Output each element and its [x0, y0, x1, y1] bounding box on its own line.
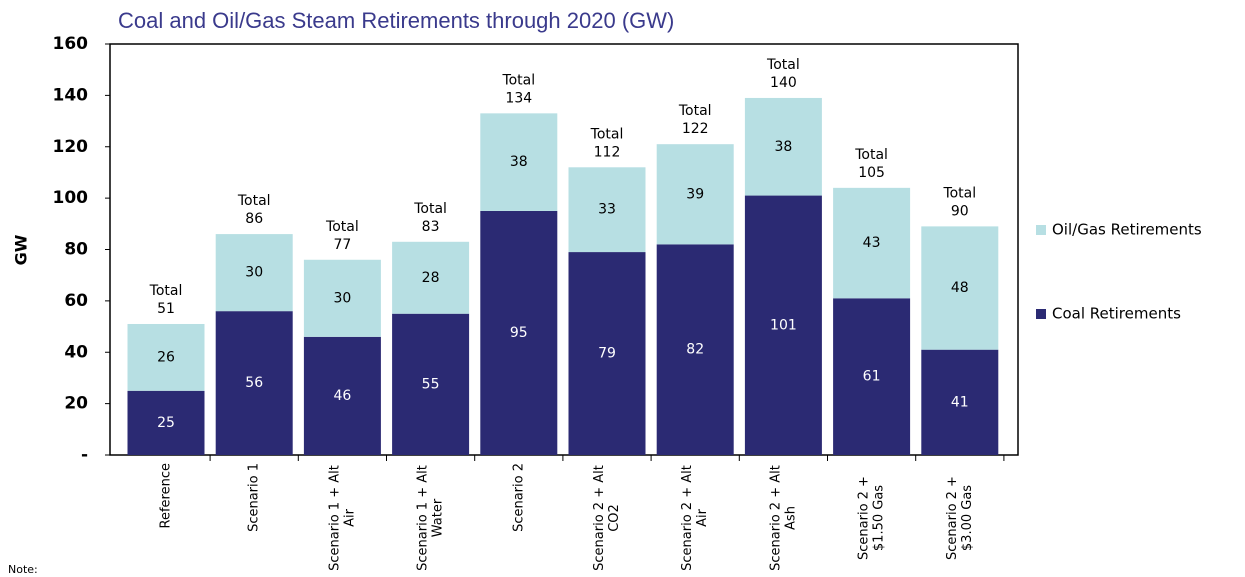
x-tick-label: Scenario 2 + Alt — [680, 465, 695, 571]
data-label: 46 — [333, 388, 351, 404]
total-label: Total — [413, 201, 447, 217]
data-label: 56 — [245, 375, 263, 391]
x-tick-label: Scenario 1 + Alt — [416, 465, 431, 571]
x-tick-label: Scenario 1 — [247, 463, 262, 532]
x-tick-label: Scenario 2 + Alt — [768, 465, 783, 571]
data-label: 95 — [510, 325, 528, 341]
bar-segment — [568, 252, 646, 455]
bar-segment — [480, 210, 558, 455]
bar-segment — [921, 349, 999, 455]
y-tick-label: 100 — [53, 188, 89, 208]
x-tick-label: Scenario 1 + Alt — [327, 465, 342, 571]
y-tick-label: 20 — [64, 394, 88, 414]
total-label: Total — [237, 193, 271, 209]
x-tick-label: Scenario 2 + Alt — [592, 465, 607, 571]
data-label: 101 — [770, 317, 797, 333]
total-value: 134 — [505, 90, 532, 106]
data-label: 33 — [598, 202, 616, 218]
y-tick-label: 160 — [53, 34, 89, 54]
data-label: 25 — [157, 415, 175, 431]
legend-label: Coal Retirements — [1052, 305, 1181, 323]
y-tick-label: 40 — [64, 342, 88, 362]
total-value: 112 — [594, 144, 621, 160]
data-label: 38 — [510, 154, 528, 170]
total-value: 51 — [157, 301, 175, 317]
data-label: 43 — [863, 235, 881, 251]
data-label: 82 — [686, 342, 704, 358]
data-label: 55 — [422, 376, 440, 392]
x-tick-label: Scenario 2 — [511, 463, 526, 532]
bar-segment — [215, 311, 293, 455]
data-label: 38 — [774, 139, 792, 155]
data-label: 39 — [686, 186, 704, 202]
bar-segment — [127, 390, 205, 455]
total-label: Total — [942, 185, 976, 201]
x-tick-label: Ash — [783, 506, 798, 530]
y-tick-label: - — [81, 445, 88, 465]
total-value: 105 — [858, 165, 885, 181]
x-tick-label: Scenario 2 + — [945, 476, 960, 560]
bar-segment — [480, 113, 558, 211]
y-axis-label: GW — [12, 234, 31, 265]
x-tick-label: CO2 — [607, 504, 622, 532]
total-value: 86 — [245, 211, 263, 227]
bar-segment — [392, 313, 470, 455]
legend-label: Oil/Gas Retirements — [1052, 221, 1202, 239]
total-label: Total — [149, 283, 183, 299]
bar-segment — [833, 187, 911, 299]
total-label: Total — [325, 219, 359, 235]
total-value: 122 — [682, 121, 709, 137]
total-label: Total — [766, 57, 800, 73]
y-tick-label: 120 — [53, 137, 89, 157]
bar-segment — [392, 241, 470, 314]
legend-swatch — [1036, 309, 1046, 319]
chart-title: Coal and Oil/Gas Steam Retirements throu… — [118, 8, 674, 33]
x-tick-label: Reference — [159, 463, 174, 528]
bar-segment — [656, 144, 734, 245]
y-tick-label: 140 — [53, 85, 89, 105]
bar-segment — [744, 97, 822, 196]
bar-segment — [127, 323, 205, 391]
data-label: 30 — [333, 290, 351, 306]
bar-segment — [568, 167, 646, 253]
total-value: 140 — [770, 75, 797, 91]
x-tick-label: Air — [342, 508, 357, 527]
bar-segment — [303, 336, 381, 455]
data-label: 28 — [422, 270, 440, 286]
total-value: 90 — [951, 203, 969, 219]
bar-segment — [656, 244, 734, 455]
x-tick-label: Air — [695, 508, 710, 527]
data-label: 26 — [157, 349, 175, 365]
x-tick-label: $1.50 Gas — [872, 485, 887, 551]
data-label: 48 — [951, 280, 969, 296]
data-label: 79 — [598, 346, 616, 362]
y-tick-label: 80 — [64, 240, 88, 260]
total-value: 77 — [333, 237, 351, 253]
bar-segment — [833, 298, 911, 455]
bar-segment — [744, 195, 822, 455]
note: Note: — [8, 563, 38, 576]
total-label: Total — [501, 72, 535, 88]
x-tick-label: Scenario 2 + — [857, 476, 872, 560]
bar-segment — [303, 259, 381, 337]
data-label: 41 — [951, 394, 969, 410]
legend-swatch — [1036, 225, 1046, 235]
x-tick-label: Water — [431, 498, 446, 537]
bar-segment — [215, 234, 293, 312]
total-label: Total — [854, 147, 888, 163]
total-label: Total — [678, 103, 712, 119]
total-value: 83 — [422, 219, 440, 235]
y-tick-label: 60 — [64, 291, 88, 311]
bar-segment — [921, 226, 999, 350]
data-label: 61 — [863, 369, 881, 385]
x-tick-label: $3.00 Gas — [960, 485, 975, 551]
total-label: Total — [590, 126, 624, 142]
data-label: 30 — [245, 265, 263, 281]
